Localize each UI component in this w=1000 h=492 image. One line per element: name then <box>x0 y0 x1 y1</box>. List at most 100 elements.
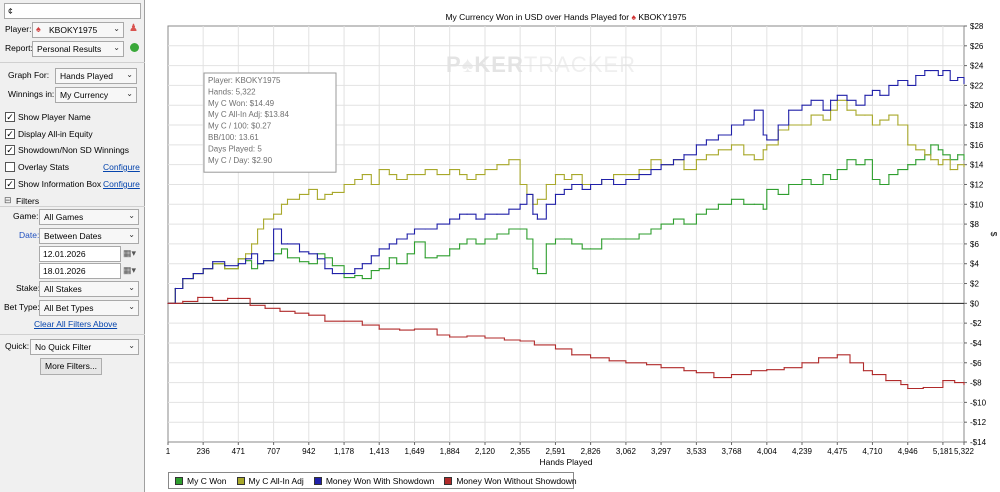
collapse-icon[interactable]: ⊟ <box>4 195 12 205</box>
y-tick-label: -$4 <box>970 339 982 348</box>
bet-type-select[interactable]: All Bet Types ⌄ <box>39 300 139 316</box>
report-select[interactable]: Personal Results ⌄ <box>32 41 124 57</box>
y-tick-label: $26 <box>970 42 984 51</box>
legend-swatch <box>444 476 453 485</box>
data-point-my-c-won <box>683 223 685 225</box>
data-point-my-c-won <box>308 263 310 265</box>
report-value: Personal Results <box>37 44 102 54</box>
data-point-money-won-with-showdown <box>937 74 939 77</box>
winnings-select[interactable]: My Currency ⌄ <box>55 87 137 103</box>
more-filters-button[interactable]: More Filters... <box>40 358 102 375</box>
data-point-money-won-without-showdown <box>519 340 521 342</box>
data-point-money-won-without-showdown <box>954 381 956 384</box>
data-point-my-c-all-in-adj <box>436 173 438 176</box>
data-point-my-c-won <box>324 257 326 259</box>
checkbox[interactable]: ✓ <box>5 112 15 122</box>
data-point-my-c-won <box>829 178 832 181</box>
data-point-money-won-with-showdown <box>879 94 881 96</box>
date-from-input[interactable]: 12.01.2026 <box>39 246 121 262</box>
data-point-my-c-all-in-adj <box>743 154 745 156</box>
date-select[interactable]: Between Dates ⌄ <box>39 228 139 244</box>
data-point-my-c-won <box>484 238 486 240</box>
filters-section-header[interactable]: ⊟ Filters <box>0 195 145 208</box>
stake-select[interactable]: All Stakes ⌄ <box>39 281 139 297</box>
chart-title: My Currency Won in USD over Hands Played… <box>445 12 686 22</box>
clear-filters-link[interactable]: Clear All Filters Above <box>34 319 118 329</box>
calendar-icon[interactable]: ▦▾ <box>123 265 137 275</box>
data-point-money-won-with-showdown <box>563 188 565 191</box>
x-tick-label: 4,710 <box>862 447 883 456</box>
y-axis-label: $ <box>989 232 999 237</box>
data-point-my-c-won <box>496 233 498 235</box>
data-point-money-won-with-showdown <box>192 273 194 275</box>
configure-info-box-link[interactable]: Configure <box>103 179 140 189</box>
data-point-my-c-won <box>963 159 965 161</box>
checkbox[interactable] <box>5 162 15 172</box>
legend-item[interactable]: Money Won With Showdown <box>313 475 435 486</box>
data-point-my-c-all-in-adj <box>871 124 874 126</box>
data-point-money-won-without-showdown <box>885 379 887 382</box>
configure-overlay-link[interactable]: Configure <box>103 162 140 172</box>
help-icon[interactable] <box>130 43 139 52</box>
chevron-down-icon: ⌄ <box>128 230 135 239</box>
calendar-icon[interactable]: ▦▾ <box>123 248 137 258</box>
bet-type-value: All Bet Types <box>44 303 94 313</box>
legend-label: My C All-In Adj <box>248 475 304 486</box>
data-point-money-won-without-showdown <box>182 300 184 302</box>
y-tick-label: $8 <box>970 220 979 229</box>
player-select[interactable]: ♠ KBOKY1975 ⌄ <box>32 22 124 38</box>
report-label: Report: <box>5 43 33 53</box>
data-point-money-won-with-showdown <box>855 104 857 106</box>
data-point-money-won-with-showdown <box>545 203 547 205</box>
data-point-my-c-won <box>777 193 779 195</box>
checkbox[interactable]: ✓ <box>5 129 15 139</box>
data-point-money-won-with-showdown <box>406 233 408 235</box>
data-point-money-won-with-showdown <box>424 228 426 230</box>
data-point-money-won-with-showdown <box>777 124 779 126</box>
data-point-money-won-with-showdown <box>316 258 319 260</box>
data-point-my-c-all-in-adj <box>897 124 899 126</box>
info-box-line: Player: KBOKY1975 <box>208 76 281 85</box>
checkbox[interactable]: ✓ <box>5 145 15 155</box>
data-point-money-won-without-showdown <box>750 370 752 372</box>
search-input[interactable]: ¢ <box>4 3 141 19</box>
legend-label: Money Won With Showdown <box>325 475 435 486</box>
filters-title: Filters <box>16 196 40 206</box>
x-axis-label: Hands Played <box>540 457 593 467</box>
checkbox[interactable]: ✓ <box>5 179 15 189</box>
y-tick-label: $4 <box>970 260 979 269</box>
user-icon[interactable]: ♟ <box>129 23 138 34</box>
graph-for-select[interactable]: Hands Played ⌄ <box>55 68 137 84</box>
legend-item[interactable]: Money Won Without Showdown <box>444 476 577 486</box>
data-point-my-c-all-in-adj <box>545 183 547 186</box>
data-point-money-won-without-showdown <box>449 336 451 338</box>
data-point-money-won-without-showdown <box>963 383 965 386</box>
legend-item[interactable]: My C All-In Adj <box>236 475 304 486</box>
data-point-money-won-with-showdown <box>672 159 675 161</box>
data-point-my-c-all-in-adj <box>280 203 283 205</box>
data-point-money-won-without-showdown <box>766 369 768 371</box>
data-point-money-won-with-showdown <box>237 263 239 265</box>
data-point-my-c-all-in-adj <box>915 149 917 151</box>
data-point-my-c-all-in-adj <box>822 119 824 121</box>
data-point-my-c-all-in-adj <box>361 173 363 176</box>
date-to-input[interactable]: 18.01.2026 <box>39 263 121 279</box>
data-point-my-c-won <box>331 265 334 267</box>
data-point-money-won-with-showdown <box>888 84 890 87</box>
legend-item[interactable]: My C Won <box>175 476 227 486</box>
data-point-my-c-all-in-adj <box>370 183 372 186</box>
data-point-money-won-with-showdown <box>907 84 909 87</box>
game-select[interactable]: All Games ⌄ <box>39 209 139 225</box>
y-tick-label: $28 <box>970 22 984 31</box>
data-point-money-won-with-showdown <box>915 74 917 77</box>
data-point-my-c-all-in-adj <box>650 159 652 161</box>
divider <box>0 334 145 335</box>
data-point-money-won-with-showdown <box>601 178 603 181</box>
x-tick-label: 1 <box>166 447 171 456</box>
data-point-my-c-all-in-adj <box>855 114 857 116</box>
x-tick-label: 2,355 <box>510 447 531 456</box>
data-point-money-won-with-showdown <box>788 109 790 111</box>
quick-filter-select[interactable]: No Quick Filter ⌄ <box>30 339 139 355</box>
data-point-money-won-without-showdown <box>167 302 169 304</box>
info-box-line: My C / Day: $2.90 <box>208 156 273 165</box>
